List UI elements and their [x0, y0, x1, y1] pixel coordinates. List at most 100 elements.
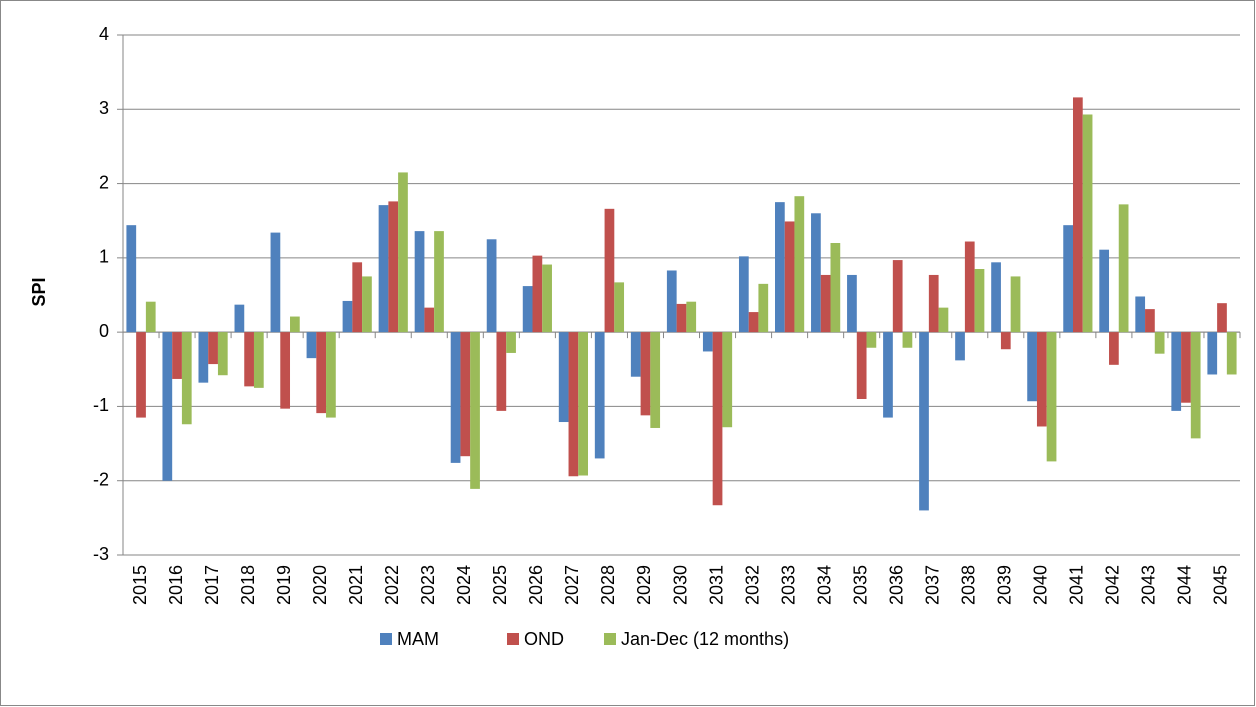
bar [145, 301, 156, 333]
bar [198, 332, 209, 383]
bar [378, 205, 389, 333]
bar [1010, 276, 1021, 333]
bar [352, 262, 363, 333]
bar [1109, 332, 1119, 365]
x-tick-label: 2017 [202, 565, 222, 605]
bar [424, 307, 435, 333]
bar [1226, 332, 1237, 375]
bar [172, 332, 182, 379]
bar [938, 307, 949, 333]
x-tick-label: 2041 [1067, 565, 1087, 605]
bar [1027, 332, 1037, 402]
bar [794, 196, 805, 333]
bar [919, 332, 929, 511]
x-tick-label: 2015 [130, 565, 150, 605]
bar [542, 264, 552, 333]
x-tick-label: 2031 [706, 565, 726, 605]
bar [326, 332, 336, 418]
bar [614, 282, 625, 333]
bar [1135, 296, 1146, 333]
bar [748, 312, 759, 333]
bar [253, 332, 264, 388]
y-tick-label: -1 [93, 395, 109, 415]
bar [1099, 249, 1110, 333]
bar [162, 332, 173, 481]
legend-swatch [604, 633, 616, 645]
bar [1036, 332, 1047, 427]
bar [342, 300, 353, 333]
x-tick-label: 2033 [778, 565, 798, 605]
bar [388, 201, 399, 333]
bar [414, 231, 425, 333]
x-tick-label: 2043 [1139, 565, 1159, 605]
bar [1207, 332, 1218, 375]
bar [126, 225, 137, 333]
x-tick-label: 2035 [850, 565, 870, 605]
x-tick-label: 2026 [526, 565, 546, 605]
bar [450, 332, 461, 463]
bar [955, 332, 965, 361]
x-tick-label: 2034 [814, 565, 834, 605]
bar [496, 332, 507, 411]
legend-label: MAM [397, 629, 439, 649]
x-tick-label: 2016 [166, 565, 186, 605]
bar [234, 304, 245, 333]
bar [244, 332, 254, 387]
bar [974, 269, 985, 333]
bar [676, 303, 687, 333]
bar [1190, 332, 1201, 439]
bar [666, 270, 677, 333]
bar [1046, 332, 1057, 462]
x-tick-label: 2025 [490, 565, 510, 605]
bar [811, 213, 821, 333]
bar [712, 332, 723, 506]
bar [568, 332, 579, 477]
x-tick-label: 2020 [310, 565, 330, 605]
bar [1171, 332, 1182, 411]
x-tick-label: 2018 [238, 565, 258, 605]
bar [883, 332, 893, 418]
bar [650, 332, 661, 428]
bar [830, 243, 841, 333]
y-tick-label: 0 [99, 321, 109, 341]
bar [506, 332, 516, 353]
bar [398, 172, 408, 333]
x-tick-label: 2045 [1211, 565, 1231, 605]
x-tick-label: 2019 [274, 565, 294, 605]
bar [604, 208, 615, 333]
y-tick-label: 3 [99, 98, 109, 118]
bar [594, 332, 605, 459]
bar [1118, 204, 1129, 333]
bar [434, 231, 444, 333]
x-tick-label: 2027 [562, 565, 582, 605]
x-tick-label: 2023 [418, 565, 438, 605]
bar [290, 316, 300, 333]
bar [270, 232, 281, 333]
x-tick-label: 2028 [598, 565, 618, 605]
bar [775, 202, 785, 333]
bar [136, 332, 146, 418]
bar [460, 332, 471, 457]
bar [991, 262, 1001, 333]
bar [522, 286, 533, 333]
y-tick-label: 4 [99, 24, 109, 44]
bar [1000, 332, 1011, 350]
y-tick-label: -2 [93, 469, 109, 489]
bar [217, 332, 228, 376]
bar [964, 241, 975, 333]
bar [702, 332, 713, 352]
bar [1181, 332, 1191, 403]
x-tick-label: 2036 [886, 565, 906, 605]
y-tick-label: 1 [99, 247, 109, 267]
x-tick-label: 2021 [346, 565, 366, 605]
x-tick-label: 2032 [742, 565, 762, 605]
y-axis-label: SPI [29, 277, 49, 306]
bar [181, 332, 192, 425]
x-tick-label: 2040 [1031, 565, 1051, 605]
bar [208, 332, 218, 365]
bar [1154, 332, 1165, 354]
bar [1063, 225, 1073, 333]
bar [892, 260, 903, 333]
